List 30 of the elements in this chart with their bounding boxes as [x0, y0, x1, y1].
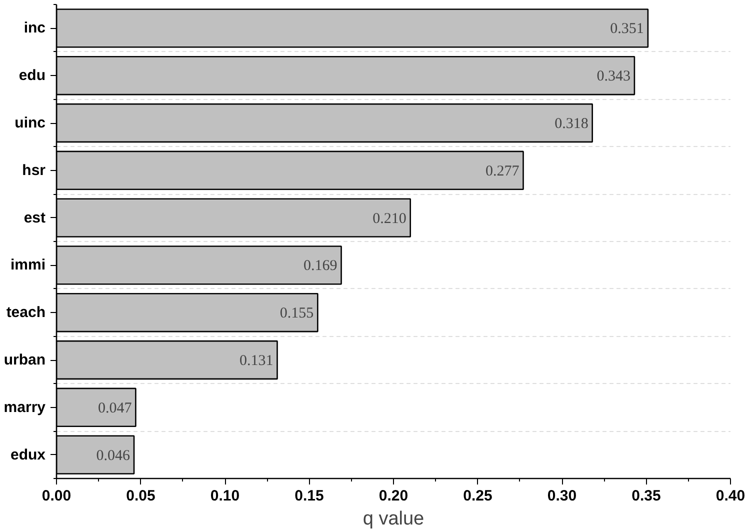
data-label: 0.351 — [610, 21, 644, 38]
data-label: 0.277 — [485, 163, 520, 180]
y-tick-label: hsr — [22, 162, 46, 179]
x-tick-label: 0.15 — [294, 488, 324, 504]
data-label: 0.169 — [304, 258, 338, 274]
y-tick-label: urban — [4, 352, 46, 368]
x-tick-label: 0.40 — [716, 488, 746, 504]
y-tick-label: uinc — [14, 114, 46, 132]
y-tick-label: immi — [10, 256, 46, 274]
x-tick-label: 0.00 — [42, 488, 72, 504]
x-axis-title: q value — [362, 508, 424, 530]
y-tick-label: inc — [24, 20, 46, 37]
y-tick-label: est — [24, 209, 46, 226]
y-tick-label: edux — [10, 446, 46, 464]
x-tick-label: 0.10 — [210, 488, 240, 504]
x-tick-label: 0.30 — [547, 488, 577, 504]
data-label: 0.318 — [554, 116, 588, 132]
y-tick-label: teach — [6, 304, 46, 322]
data-label: 0.210 — [372, 210, 406, 227]
data-label: 0.343 — [596, 68, 630, 85]
x-tick-label: 0.20 — [378, 488, 408, 504]
data-label: 0.131 — [239, 353, 274, 369]
x-tick-label: 0.35 — [632, 488, 661, 504]
y-tick-label: marry — [4, 398, 46, 416]
x-tick-label: 0.25 — [463, 488, 492, 504]
x-tick-label: 0.05 — [126, 488, 156, 504]
data-label: 0.046 — [96, 448, 131, 464]
y-tick-label: edu — [18, 67, 46, 84]
data-label: 0.155 — [280, 306, 314, 322]
data-label: 0.047 — [98, 400, 132, 416]
